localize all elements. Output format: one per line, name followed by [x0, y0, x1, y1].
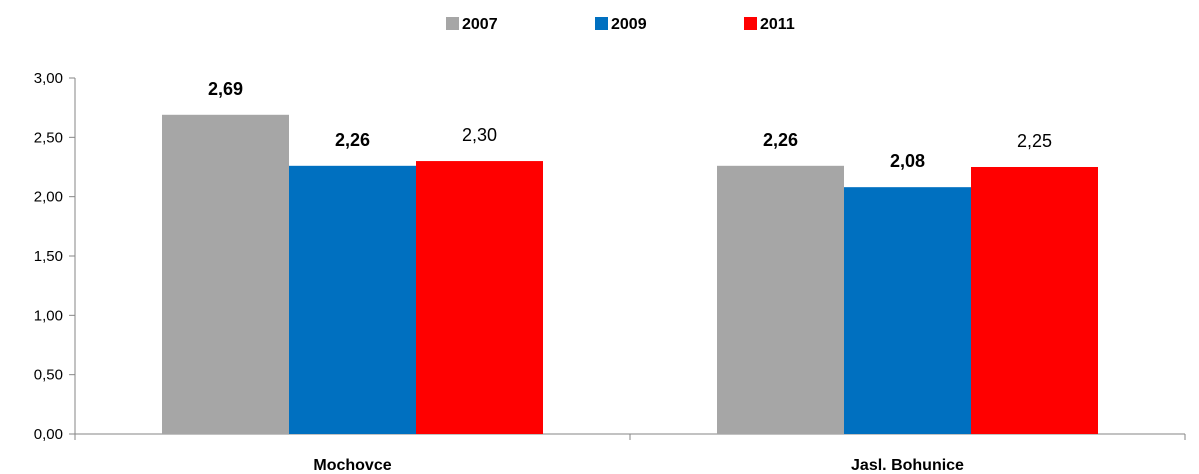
x-category-label: Mochovce	[313, 457, 391, 474]
y-tick-label: 2,50	[34, 129, 63, 146]
y-tick-label: 1,50	[34, 248, 63, 265]
data-labels: 2,69 2,26 2,30 2,26 2,08 2,25	[208, 79, 1052, 171]
bar-2009-mochovce	[289, 166, 416, 434]
y-tick-label: 0,50	[34, 367, 63, 384]
data-label: 2,25	[1017, 131, 1052, 151]
data-label: 2,69	[208, 79, 243, 99]
legend-swatch	[744, 17, 757, 30]
legend-label: 2009	[611, 16, 647, 33]
bar-2007-jasl-bohunice	[717, 166, 844, 434]
data-label: 2,26	[763, 130, 798, 150]
data-label: 2,08	[890, 151, 925, 171]
bar-2011-mochovce	[416, 161, 543, 434]
bar-2011-jasl-bohunice	[971, 167, 1098, 434]
x-category-label: Jasl. Bohunice	[851, 457, 964, 474]
y-tick-label: 3,00	[34, 70, 63, 87]
legend-swatch	[595, 17, 608, 30]
y-tick-label: 0,00	[34, 426, 63, 443]
bar-2009-jasl-bohunice	[844, 187, 971, 434]
bars	[162, 115, 1098, 434]
legend: 2007 2009 2011	[446, 16, 795, 33]
y-tick-label: 1,00	[34, 307, 63, 324]
legend-label: 2011	[760, 16, 795, 33]
legend-label: 2007	[462, 16, 498, 33]
data-label: 2,26	[335, 130, 370, 150]
bar-2007-mochovce	[162, 115, 289, 434]
y-tick-label: 2,00	[34, 189, 63, 206]
data-label: 2,30	[462, 125, 497, 145]
legend-swatch	[446, 17, 459, 30]
